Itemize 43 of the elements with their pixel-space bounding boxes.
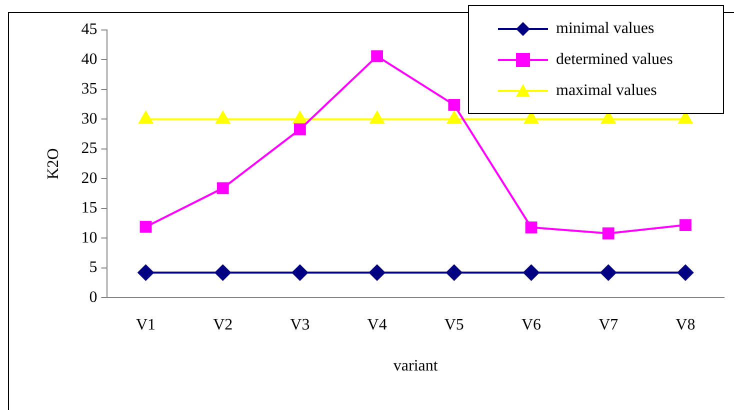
y-tick-label: 15 [81,200,98,217]
y-tick-label: 30 [81,110,98,128]
point [370,111,384,124]
point [446,264,462,281]
y-tick-label: 35 [81,80,98,98]
x-tick-label: V3 [290,316,310,334]
point [294,123,306,136]
point [138,111,153,124]
x-tick-label: V5 [444,316,464,334]
point [140,220,152,233]
y-tick-label: 10 [81,229,98,246]
y-tick-label: 40 [81,50,98,68]
point [292,111,308,124]
point [680,219,692,231]
x-tick-label: V1 [136,316,156,334]
point [525,221,538,234]
point [369,264,386,281]
legend-label: determined values [556,51,673,68]
point [448,98,460,111]
point [138,264,154,281]
x-tick-label: V7 [598,316,618,334]
point [216,182,229,194]
x-tick-label: V2 [213,316,233,334]
y-tick-label: 20 [81,170,98,187]
point [523,264,540,281]
point [216,111,230,124]
point [677,264,694,281]
point [292,264,308,281]
y-tick-label: 5 [89,259,98,276]
y-axis-title: K2O [44,148,62,180]
y-tick-label: 45 [81,21,98,38]
x-tick-label: V4 [367,316,387,334]
point [600,264,616,281]
point [602,227,614,240]
y-tick-label: 0 [89,288,98,306]
legend-label: maximal values [556,82,657,100]
x-axis-title: variant [393,358,438,375]
legend-label: minimal values [556,20,654,38]
x-tick-label: V6 [521,316,542,334]
point [447,111,462,124]
point [214,264,231,281]
y-tick-label: 25 [81,140,98,158]
x-tick-label: V8 [676,316,696,334]
